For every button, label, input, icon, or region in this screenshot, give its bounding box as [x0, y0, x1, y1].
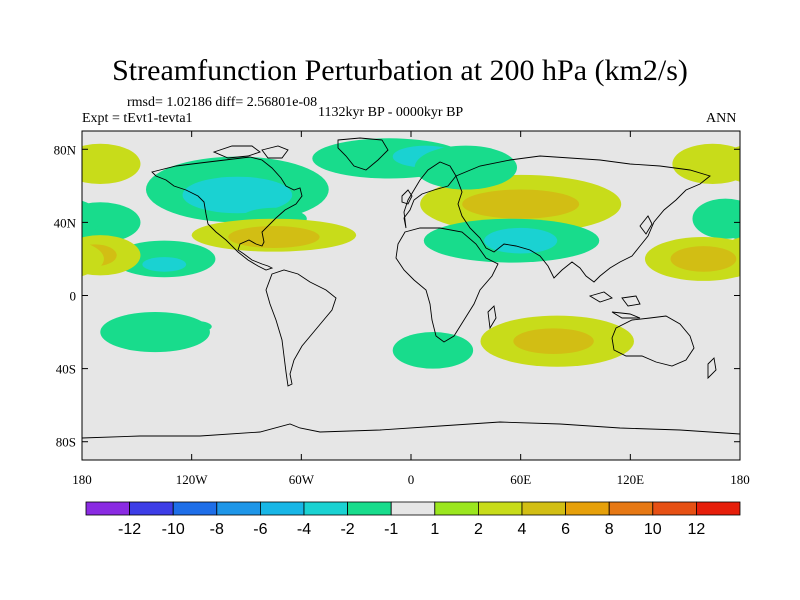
- anomaly-region: [414, 145, 518, 190]
- period-label: 1132kyr BP - 0000kyr BP: [318, 105, 464, 120]
- coastline-arctic-islands: [212, 145, 289, 159]
- colorbar: -12 -10 -8 -6 -4 -2 -1 1 2 4 6 8 10 12: [85, 501, 741, 538]
- colorbar-label: -12: [118, 521, 141, 538]
- anomaly-region: [392, 332, 474, 369]
- anomaly-region: [692, 198, 740, 239]
- colorbar-swatch: [696, 501, 741, 516]
- colorbar-swatch: [347, 501, 392, 516]
- coastline-maritime-continent: [588, 291, 641, 319]
- anomaly-region: [484, 227, 558, 254]
- x-axis: 180 120W 60W 0 60E 120E 180: [72, 131, 750, 487]
- colorbar-swatch: [652, 501, 697, 516]
- colorbar-swatch: [521, 501, 566, 516]
- coastlines: [82, 137, 740, 439]
- anomaly-region: [182, 321, 212, 333]
- colorbar-label: 1: [430, 521, 439, 538]
- stats-label: rmsd= 1.02186 diff= 2.56801e-08: [127, 95, 318, 110]
- colorbar-label: 10: [644, 521, 662, 538]
- colorbar-label: 6: [561, 521, 570, 538]
- x-tick-label: 120E: [617, 472, 645, 487]
- coastline-new-zealand: [707, 357, 717, 380]
- anomaly-region: [182, 176, 293, 214]
- colorbar-label: -8: [210, 521, 224, 538]
- anomaly-fields: [82, 138, 740, 369]
- colorbar-label: -10: [162, 521, 185, 538]
- colorbar-label: 4: [518, 521, 527, 538]
- colorbar-label: 2: [474, 521, 483, 538]
- colorbar-swatch: [303, 501, 348, 516]
- x-tick-label: 180: [72, 472, 92, 487]
- coastline-madagascar: [487, 305, 497, 330]
- coastline-north-america: [151, 156, 303, 271]
- anomaly-region: [228, 226, 320, 248]
- y-tick-label: 80N: [54, 142, 77, 157]
- anomaly-region: [82, 200, 101, 237]
- colorbar-label: -2: [340, 521, 354, 538]
- colorbar-swatch: [565, 501, 610, 516]
- chart-title: Streamfunction Perturbation at 200 hPa (…: [112, 54, 688, 87]
- season-label: ANN: [706, 111, 737, 126]
- coastline-british-isles: [401, 189, 413, 205]
- anomaly-region: [82, 149, 95, 179]
- y-tick-label: 80S: [56, 435, 76, 450]
- colorbar-swatch: [608, 501, 654, 516]
- colorbar-swatch: [129, 501, 174, 516]
- anomaly-region: [142, 257, 187, 272]
- coastline-asia: [455, 155, 711, 283]
- anomaly-region: [100, 311, 210, 353]
- colorbar-label: -6: [253, 521, 267, 538]
- colorbar-label: 12: [688, 521, 706, 538]
- anomaly-region: [82, 241, 104, 277]
- y-tick-label: 40N: [54, 215, 77, 230]
- x-tick-label: 60E: [510, 472, 531, 487]
- colorbar-swatch: [216, 501, 261, 516]
- anomaly-region: [513, 328, 594, 354]
- anomaly-region: [82, 143, 141, 184]
- colorbar-label: -1: [384, 521, 398, 538]
- x-tick-label: 120W: [176, 472, 209, 487]
- colorbar-swatch: [85, 501, 130, 516]
- coastline-antarctica: [82, 421, 740, 439]
- experiment-label: Expt = tEvt1-tevta1: [82, 111, 193, 126]
- y-axis: 80N 40N 0 40S 80S: [54, 142, 740, 450]
- colorbar-swatch: [390, 501, 436, 516]
- x-tick-label: 60W: [289, 472, 315, 487]
- colorbar-swatch: [259, 501, 305, 516]
- coastline-japan: [639, 215, 653, 235]
- coastline-south-america: [265, 269, 337, 387]
- y-tick-label: 40S: [56, 362, 76, 377]
- anomaly-region: [462, 189, 580, 219]
- coastline-australia: [611, 315, 695, 367]
- coastline-greenland: [337, 137, 389, 171]
- colorbar-label: -4: [297, 521, 311, 538]
- colorbar-swatch: [477, 501, 523, 516]
- colorbar-swatch: [434, 501, 479, 516]
- colorbar-label: 8: [605, 521, 614, 538]
- anomaly-region: [670, 246, 737, 272]
- colorbar-swatch: [172, 501, 218, 516]
- x-tick-label: 0: [408, 472, 415, 487]
- coastline-africa: [395, 227, 499, 343]
- y-tick-label: 0: [70, 289, 77, 304]
- anomaly-region: [672, 143, 740, 184]
- x-tick-label: 180: [730, 472, 750, 487]
